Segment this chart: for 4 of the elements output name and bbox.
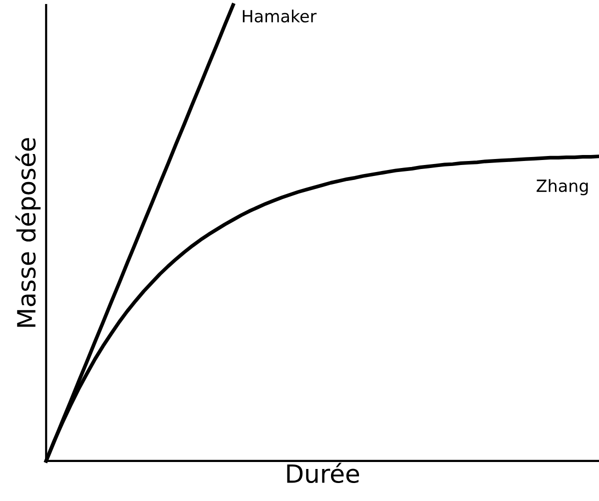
series-label: Hamaker: [242, 10, 317, 22]
x-axis-title: Durée: [287, 462, 360, 484]
series-label: Zhang: [536, 179, 588, 196]
y-axis-title: Masse déposée: [15, 138, 41, 327]
